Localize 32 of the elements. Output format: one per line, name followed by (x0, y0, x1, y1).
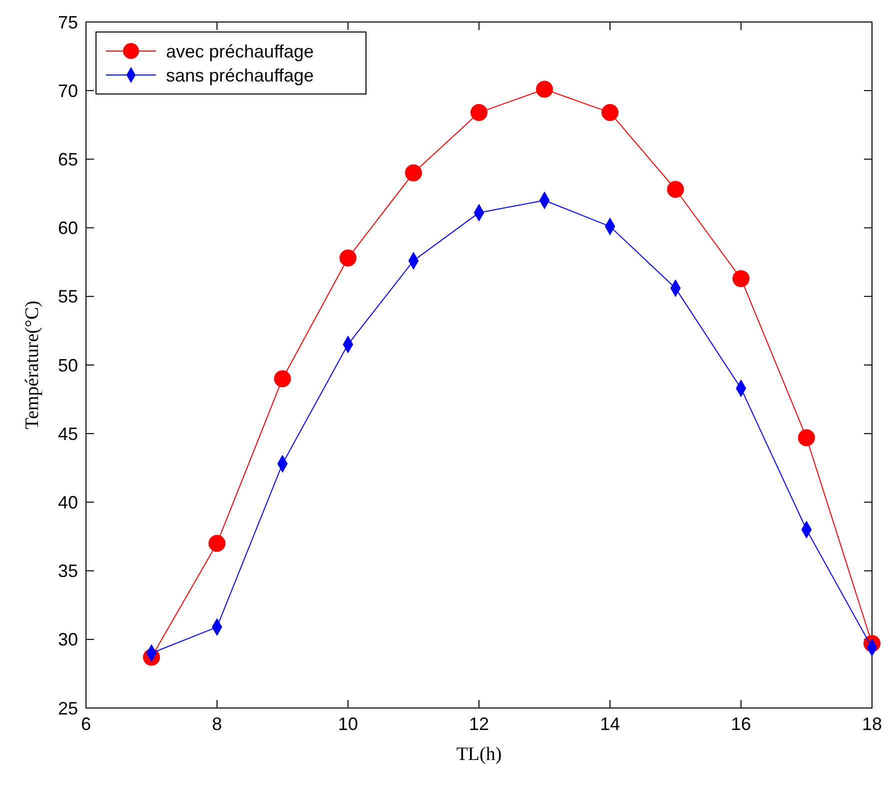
x-tick-label: 18 (862, 714, 882, 734)
y-tick-label: 60 (58, 218, 78, 238)
x-tick-label: 16 (730, 714, 752, 734)
y-tick-label: 55 (58, 286, 78, 307)
x-tick-label: 8 (212, 714, 222, 734)
point (798, 429, 815, 446)
y-tick-label: 25 (58, 698, 78, 718)
point (405, 164, 422, 182)
y-tick-label: 35 (58, 561, 78, 582)
point (470, 104, 488, 122)
y-tick-label: 75 (58, 12, 78, 32)
y-tick-label: 40 (58, 492, 78, 512)
point (536, 80, 553, 98)
y-tick-label: 30 (58, 630, 78, 650)
x-tick-label: 6 (80, 714, 92, 734)
y-tick-label: 70 (58, 80, 78, 101)
x-tick-label: 14 (600, 714, 620, 734)
y-tick-label: 65 (58, 150, 78, 170)
x-tick-label: 10 (338, 714, 358, 734)
y-axis-title: Température(°C) (22, 300, 43, 430)
point (274, 370, 291, 388)
y-tick-label: 50 (58, 355, 78, 376)
point (732, 270, 750, 288)
point (667, 180, 684, 198)
point (602, 104, 618, 122)
legend-label: avec préchauffage (166, 41, 314, 62)
x-tick-label: 12 (468, 714, 490, 734)
point (340, 250, 356, 266)
y-tick-label: 45 (58, 424, 78, 444)
x-axis-title: TL(h) (456, 744, 502, 765)
legend-label: sans préchauffage (166, 65, 314, 86)
point (208, 534, 226, 552)
